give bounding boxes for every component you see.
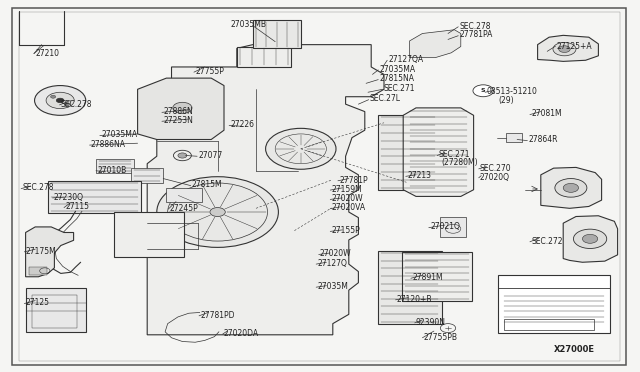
Bar <box>402 252 472 301</box>
Bar <box>378 251 442 324</box>
Circle shape <box>210 208 225 217</box>
Polygon shape <box>538 35 598 61</box>
Bar <box>237 46 291 67</box>
Text: 27125+A: 27125+A <box>557 42 593 51</box>
Text: SEC.271: SEC.271 <box>384 84 415 93</box>
Text: 27886N: 27886N <box>163 107 193 116</box>
Text: 27230Q: 27230Q <box>54 193 84 202</box>
Bar <box>26 288 86 332</box>
Circle shape <box>473 85 493 97</box>
Circle shape <box>56 98 64 103</box>
Circle shape <box>573 229 607 248</box>
Text: 27891M: 27891M <box>412 273 443 282</box>
Polygon shape <box>541 167 602 208</box>
Text: 27886NA: 27886NA <box>91 140 126 149</box>
Text: SEC.278: SEC.278 <box>460 22 491 31</box>
Text: 27755PB: 27755PB <box>424 333 458 341</box>
Text: 27755P: 27755P <box>195 67 224 76</box>
Text: SEC.271: SEC.271 <box>438 150 470 159</box>
Bar <box>166 188 202 202</box>
Text: 27021Q: 27021Q <box>430 222 460 231</box>
Polygon shape <box>410 30 461 58</box>
Text: 27020DA: 27020DA <box>224 329 259 338</box>
Polygon shape <box>138 78 224 140</box>
Bar <box>378 115 438 190</box>
Bar <box>506 133 522 142</box>
Circle shape <box>266 128 336 169</box>
Text: 27035MB: 27035MB <box>230 20 266 29</box>
Text: 27815NA: 27815NA <box>380 74 415 83</box>
Text: 27035MA: 27035MA <box>101 130 137 139</box>
Text: 27781PA: 27781PA <box>460 31 493 39</box>
Circle shape <box>65 103 70 106</box>
Text: 08513-51210: 08513-51210 <box>486 87 537 96</box>
Text: 27253N: 27253N <box>163 116 193 125</box>
Text: 27815M: 27815M <box>192 180 223 189</box>
Text: SEC.278: SEC.278 <box>22 183 54 192</box>
Text: SEC.278: SEC.278 <box>61 100 92 109</box>
Bar <box>114 212 184 257</box>
Text: 27010B: 27010B <box>97 166 127 174</box>
Circle shape <box>35 86 86 115</box>
Text: 27159M: 27159M <box>332 185 362 194</box>
Bar <box>48 181 141 213</box>
Text: 27781PD: 27781PD <box>200 311 235 320</box>
Text: 27175M: 27175M <box>26 247 56 256</box>
Text: SEC.270: SEC.270 <box>480 164 511 173</box>
Text: 27020W: 27020W <box>332 194 363 203</box>
Text: 27020Q: 27020Q <box>480 173 510 182</box>
Text: 27020W: 27020W <box>320 249 351 258</box>
Text: 27781P: 27781P <box>339 176 368 185</box>
Circle shape <box>51 95 56 98</box>
Text: SEC.272: SEC.272 <box>531 237 563 246</box>
Text: SEC.27L: SEC.27L <box>370 94 401 103</box>
Text: 27115: 27115 <box>65 202 90 211</box>
Text: 27035MA: 27035MA <box>380 65 415 74</box>
Polygon shape <box>147 45 384 335</box>
Circle shape <box>168 183 268 241</box>
Text: 27155P: 27155P <box>332 226 360 235</box>
Text: 27210: 27210 <box>35 49 60 58</box>
Text: 27081M: 27081M <box>531 109 562 118</box>
Text: 92390N: 92390N <box>416 318 446 327</box>
Text: S: S <box>481 88 486 93</box>
Polygon shape <box>563 216 618 262</box>
Text: 27077: 27077 <box>198 151 223 160</box>
Bar <box>32 295 77 328</box>
Bar <box>29 267 47 275</box>
Circle shape <box>178 153 187 158</box>
Text: 27226: 27226 <box>230 120 254 129</box>
Text: 27245P: 27245P <box>170 204 198 213</box>
Text: (29): (29) <box>498 96 513 105</box>
Bar <box>131 168 163 183</box>
Text: 27127Q: 27127Q <box>317 259 348 268</box>
Text: 27213: 27213 <box>407 171 431 180</box>
Circle shape <box>157 177 278 247</box>
Circle shape <box>559 46 570 52</box>
Text: (27280M): (27280M) <box>441 158 477 167</box>
Text: 27020VA: 27020VA <box>332 203 365 212</box>
Bar <box>504 319 594 330</box>
Bar <box>440 217 466 237</box>
Bar <box>96 159 134 173</box>
Text: 27035M: 27035M <box>317 282 348 291</box>
Text: X27000E: X27000E <box>554 345 595 354</box>
Text: 27127QA: 27127QA <box>388 55 424 64</box>
Circle shape <box>563 183 579 192</box>
Circle shape <box>553 42 576 56</box>
Text: 27125: 27125 <box>26 298 50 307</box>
Polygon shape <box>26 227 74 277</box>
Text: 27864R: 27864R <box>529 135 558 144</box>
Circle shape <box>582 234 598 243</box>
Polygon shape <box>403 108 474 196</box>
Bar <box>253 20 301 48</box>
Circle shape <box>46 92 74 109</box>
Text: 27120+B: 27120+B <box>397 295 432 304</box>
Circle shape <box>173 102 192 113</box>
Circle shape <box>555 179 587 197</box>
Bar <box>498 275 610 333</box>
